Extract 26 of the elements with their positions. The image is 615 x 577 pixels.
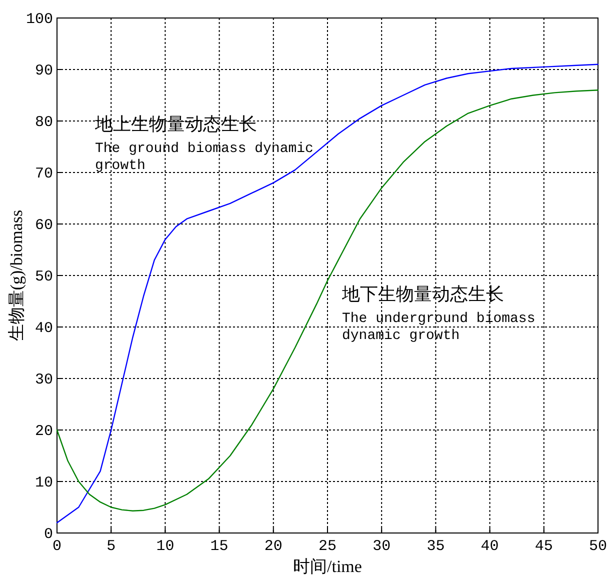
y-tick-label: 0 xyxy=(44,526,53,543)
y-tick-label: 90 xyxy=(34,62,53,80)
y-tick-label: 80 xyxy=(34,114,53,131)
x-tick-label: 45 xyxy=(534,538,553,555)
y-axis-title: 生物量(g)/biomass xyxy=(7,210,26,342)
y-tick-label: 100 xyxy=(26,11,53,28)
x-tick-label: 15 xyxy=(210,538,228,555)
y-tick-label: 10 xyxy=(34,474,53,492)
series-label: 地下生物量动态生长 xyxy=(341,284,504,304)
x-tick-label: 25 xyxy=(318,538,337,555)
y-tick-label: 40 xyxy=(34,320,53,337)
x-tick-label: 20 xyxy=(264,538,282,555)
x-axis-title: 时间/time xyxy=(293,557,362,576)
x-tick-label: 5 xyxy=(106,538,116,555)
annotation: The ground biomass dynamic growth xyxy=(95,141,314,174)
y-tick-label: 70 xyxy=(34,166,53,182)
y-tick-label: 30 xyxy=(34,372,53,388)
y-tick-label: 20 xyxy=(34,423,53,440)
x-tick-label: 10 xyxy=(156,538,174,555)
annotation: The underground biomass dynamic growth xyxy=(342,311,536,344)
x-tick-label: 50 xyxy=(588,538,608,555)
y-tick-label: 50 xyxy=(34,268,53,286)
x-tick-label: 40 xyxy=(480,538,499,555)
x-tick-label: 35 xyxy=(426,538,445,555)
y-tick-label: 60 xyxy=(34,217,53,234)
x-tick-label: 30 xyxy=(372,538,391,555)
